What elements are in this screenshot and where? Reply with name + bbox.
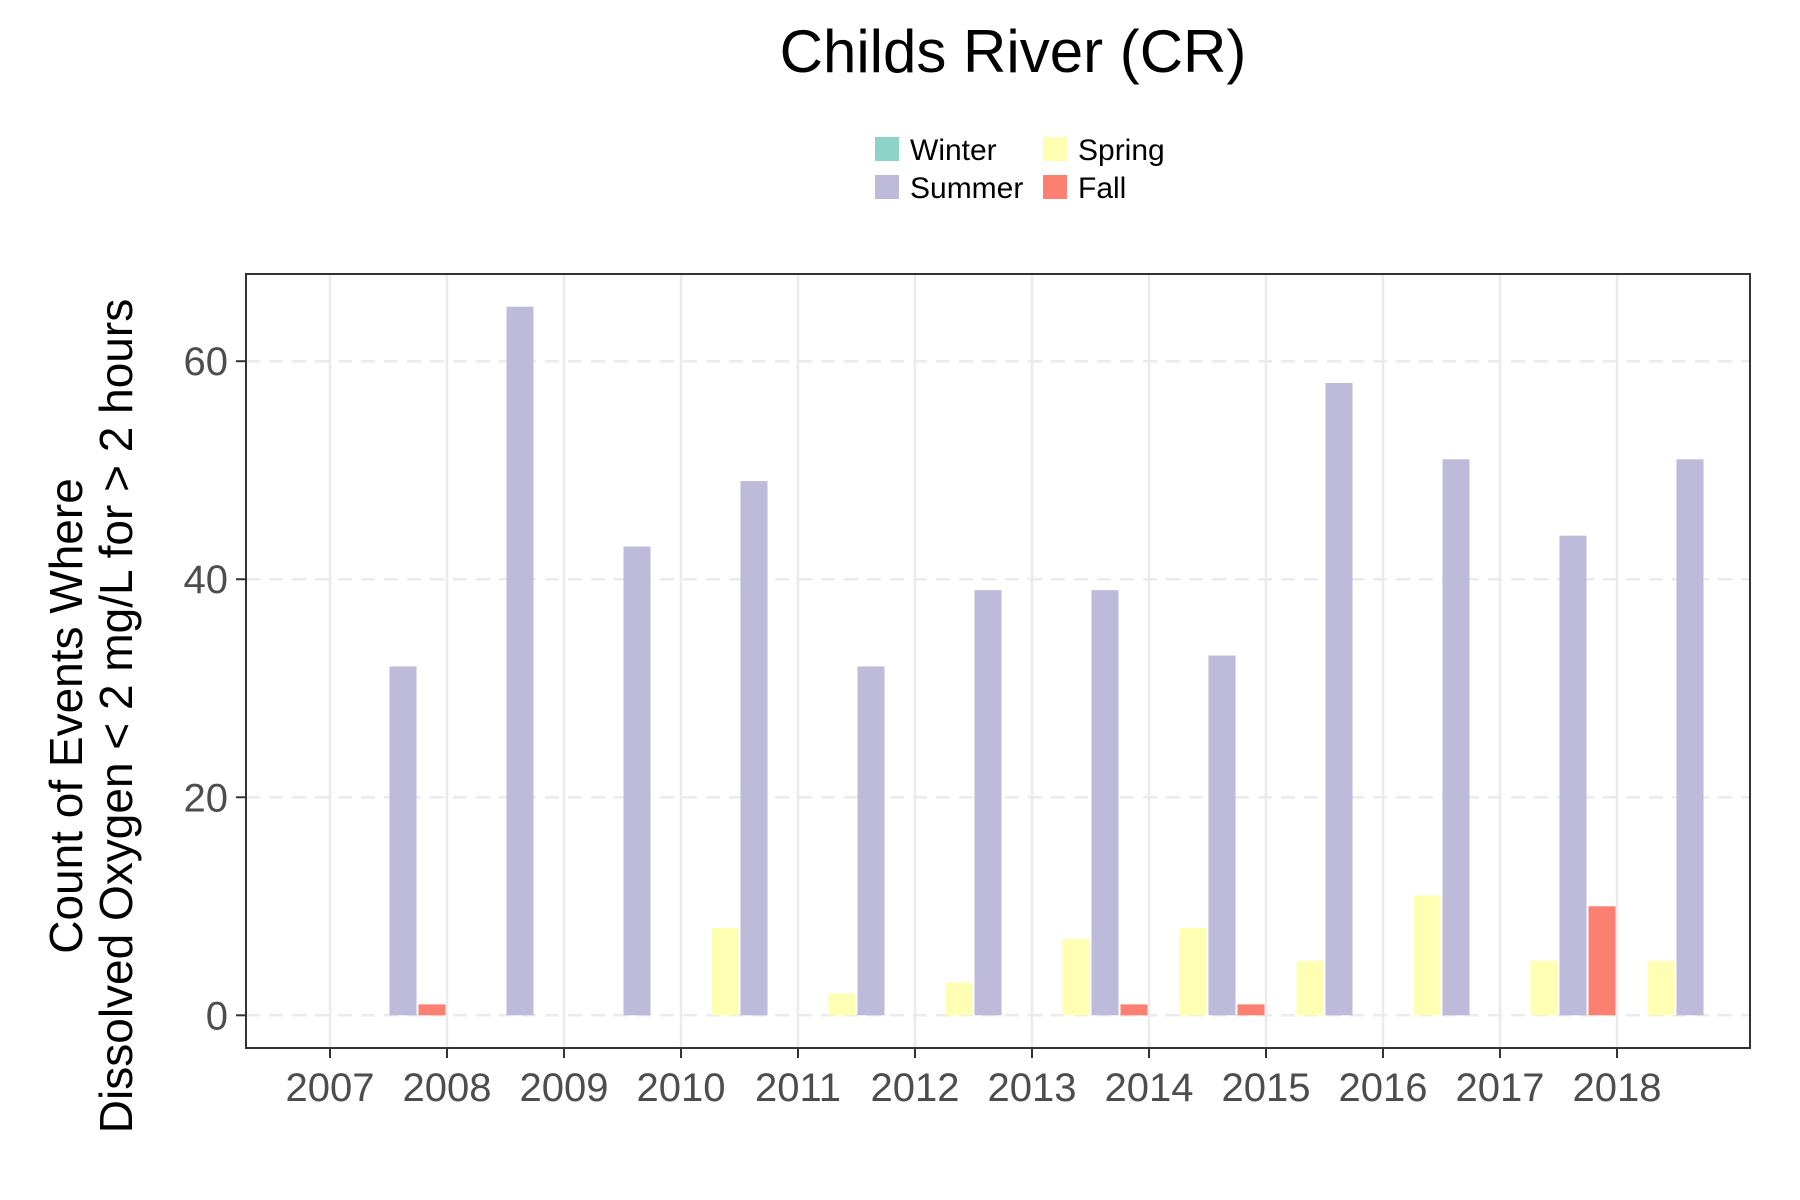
- y-tick-label: 60: [184, 340, 229, 384]
- x-tick-label: 2009: [520, 1066, 609, 1110]
- bar-spring-2010: [711, 928, 739, 1016]
- x-tick-label: 2011: [755, 1066, 841, 1110]
- bar-spring-2011: [828, 993, 856, 1016]
- y-tick-label: 0: [206, 994, 228, 1038]
- bar-summer-2014: [1208, 655, 1236, 1016]
- bar-spring-2014: [1179, 928, 1207, 1016]
- bar-summer-2008: [506, 306, 534, 1016]
- legend-label-spring: Spring: [1078, 134, 1165, 167]
- bar-summer-2011: [857, 666, 885, 1016]
- bar-summer-2015: [1325, 383, 1353, 1016]
- bar-spring-2013: [1062, 938, 1090, 1016]
- x-tick-label: 2015: [1222, 1066, 1311, 1110]
- x-tick-label: 2013: [988, 1066, 1077, 1110]
- bar-spring-2016: [1413, 895, 1441, 1016]
- legend-key-summer: [875, 175, 899, 199]
- bar-spring-2012: [945, 982, 973, 1016]
- legend-key-fall: [1043, 175, 1067, 199]
- plot-panel-border: [245, 273, 1751, 1049]
- legend-label-winter: Winter: [910, 134, 997, 167]
- bar-summer-2007: [389, 666, 417, 1016]
- y-axis-title-line-2: Dissolved Oxygen < 2 mg/L for > 2 hours: [90, 299, 142, 1133]
- bar-fall-2013: [1120, 1004, 1148, 1016]
- x-tick-label: 2012: [871, 1066, 960, 1110]
- bar-summer-2012: [974, 590, 1002, 1016]
- x-tick-label: 2017: [1456, 1066, 1545, 1110]
- bar-summer-2009: [623, 546, 651, 1016]
- bar-fall-2017: [1588, 906, 1616, 1016]
- bar-summer-2018: [1676, 459, 1704, 1016]
- x-tick-label: 2018: [1573, 1066, 1662, 1110]
- bar-summer-2016: [1442, 459, 1470, 1016]
- x-tick-label: 2016: [1339, 1066, 1428, 1110]
- legend: Winter Spring Summer Fall: [875, 134, 1165, 205]
- x-tick-label: 2014: [1105, 1066, 1194, 1110]
- chart-title: Childs River (CR): [780, 18, 1247, 85]
- bar-spring-2018: [1647, 960, 1675, 1016]
- bar-summer-2017: [1559, 535, 1587, 1016]
- y-tick-label: 40: [184, 558, 229, 602]
- y-tick-label: 20: [184, 776, 229, 820]
- bar-summer-2013: [1091, 590, 1119, 1016]
- x-tick-label: 2008: [403, 1066, 492, 1110]
- x-tick-label: 2010: [637, 1066, 726, 1110]
- legend-key-winter: [875, 137, 899, 161]
- bar-summer-2010: [740, 481, 768, 1016]
- bar-fall-2014: [1237, 1004, 1265, 1016]
- legend-label-fall: Fall: [1078, 172, 1126, 205]
- y-axis-title-line-1: Count of Events Where: [40, 478, 92, 954]
- legend-key-spring: [1043, 137, 1067, 161]
- bars: [389, 306, 1704, 1016]
- bar-spring-2015: [1296, 960, 1324, 1016]
- y-axis-title: Count of Events Where Dissolved Oxygen <…: [40, 299, 142, 1133]
- grid: [246, 274, 1750, 1048]
- bar-fall-2007: [418, 1004, 446, 1016]
- bar-spring-2017: [1530, 960, 1558, 1016]
- x-tick-label: 2007: [286, 1066, 375, 1110]
- axes: 0 20 40 60 2007 2008 2009 2010 2011 2012 2013 2014 2…: [184, 340, 1662, 1110]
- legend-label-summer: Summer: [910, 172, 1023, 205]
